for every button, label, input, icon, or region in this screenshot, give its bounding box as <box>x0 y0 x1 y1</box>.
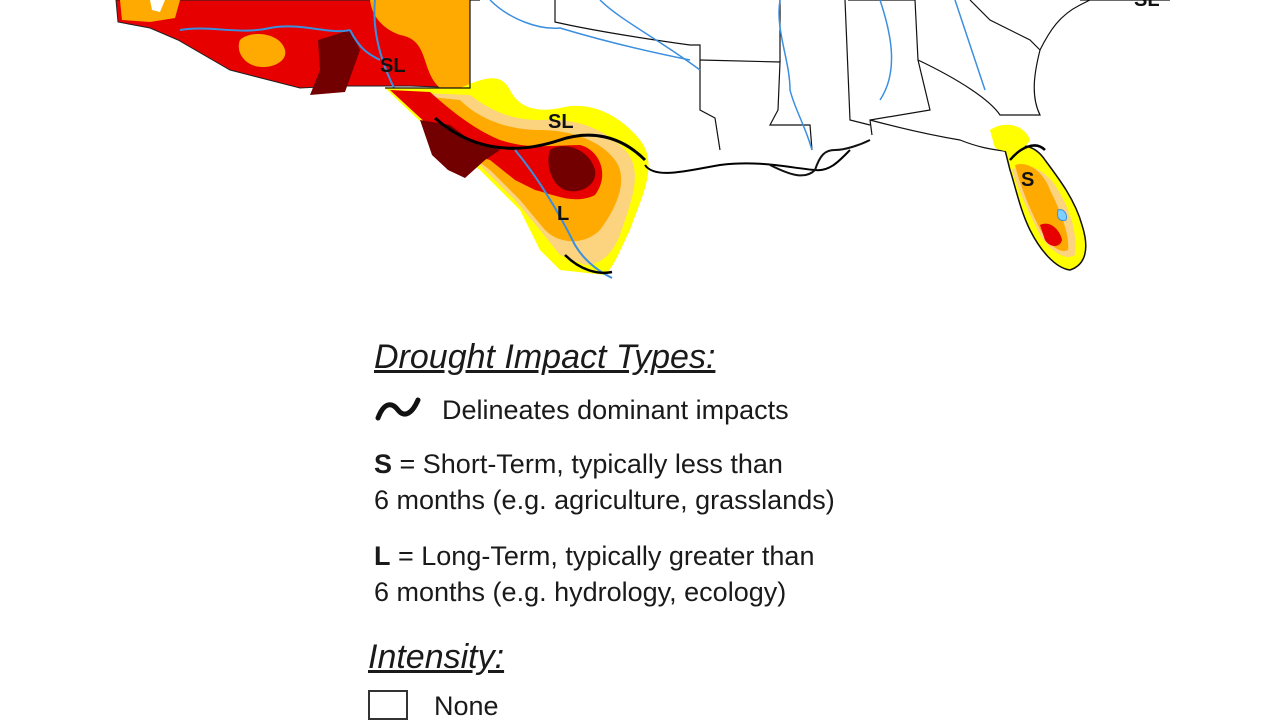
al-border <box>848 0 931 136</box>
rio-grande-river <box>514 149 613 279</box>
ok-tx-border <box>470 0 721 151</box>
river-tx-east <box>599 0 701 71</box>
river-red <box>489 0 691 61</box>
texas-d4-patch-2 <box>548 146 596 192</box>
drought-map: SL SL L S SL <box>0 0 1280 300</box>
long-term-key: L <box>374 541 391 571</box>
florida-d3-patch <box>1040 223 1062 246</box>
florida-lake <box>1057 209 1067 221</box>
impact-types-heading: Drought Impact Types: <box>374 338 716 376</box>
map-label-sl-southwest: SL <box>380 55 406 77</box>
texas-drought-region <box>385 78 851 279</box>
river-ga <box>954 0 986 91</box>
east-coast <box>1039 0 1170 51</box>
lower-ms-coast <box>769 139 871 177</box>
short-term-key: S <box>374 449 393 479</box>
eastern-rivers <box>489 0 986 151</box>
southwest-white-patch <box>150 0 165 12</box>
map-label-l-texas: L <box>557 203 569 225</box>
fl-panhandle <box>869 119 1011 153</box>
southwest-d2-patch-2 <box>238 34 286 68</box>
southwest-drought-region <box>115 0 516 152</box>
ga-fl-border <box>917 0 1041 116</box>
texas-impact-boundary <box>434 116 647 162</box>
impact-line-icon <box>375 397 421 421</box>
texas-d3-area <box>390 90 603 200</box>
southwest-river <box>179 25 381 61</box>
drought-map-canvas: SL SL L S SL <box>115 0 1170 279</box>
short-term-desc: = Short-Term, typically less than <box>392 449 783 479</box>
intensity-none-label: None <box>434 691 499 721</box>
long-term-desc: = Long-Term, typically greater than <box>390 541 815 571</box>
florida-drought-region <box>990 124 1087 271</box>
texas-south-boundary <box>564 254 613 274</box>
ms-border <box>779 0 871 126</box>
river-al <box>879 0 893 101</box>
texas-coast-line <box>644 149 851 174</box>
nm-tx-border <box>385 0 471 89</box>
southwest-d4-patch <box>310 30 360 95</box>
short-term-line-1: S = Short-Term, typically less than <box>374 446 783 482</box>
short-term-line-2: 6 months (e.g. agriculture, grasslands) <box>374 485 835 515</box>
delineates-text: Delineates dominant impacts <box>442 395 789 425</box>
texas-d4-patch <box>420 120 500 178</box>
river-ms <box>778 0 813 151</box>
florida-d0-west <box>990 124 1030 152</box>
long-term-line-2: 6 months (e.g. hydrology, ecology) <box>374 577 787 607</box>
southwest-d2-patch <box>120 0 180 22</box>
intensity-none-swatch <box>368 690 408 720</box>
map-label-sl-texas: SL <box>548 111 574 133</box>
la-border <box>699 59 813 151</box>
map-label-s-florida: S <box>1021 169 1034 191</box>
state-borders <box>385 0 1170 177</box>
long-term-line-1: L = Long-Term, typically greater than <box>374 538 814 574</box>
intensity-heading: Intensity: <box>368 638 505 676</box>
florida-impact-boundary <box>1009 144 1046 161</box>
map-label-sl-northeast: SL <box>1134 0 1160 11</box>
southwest-d2-east <box>370 0 470 88</box>
